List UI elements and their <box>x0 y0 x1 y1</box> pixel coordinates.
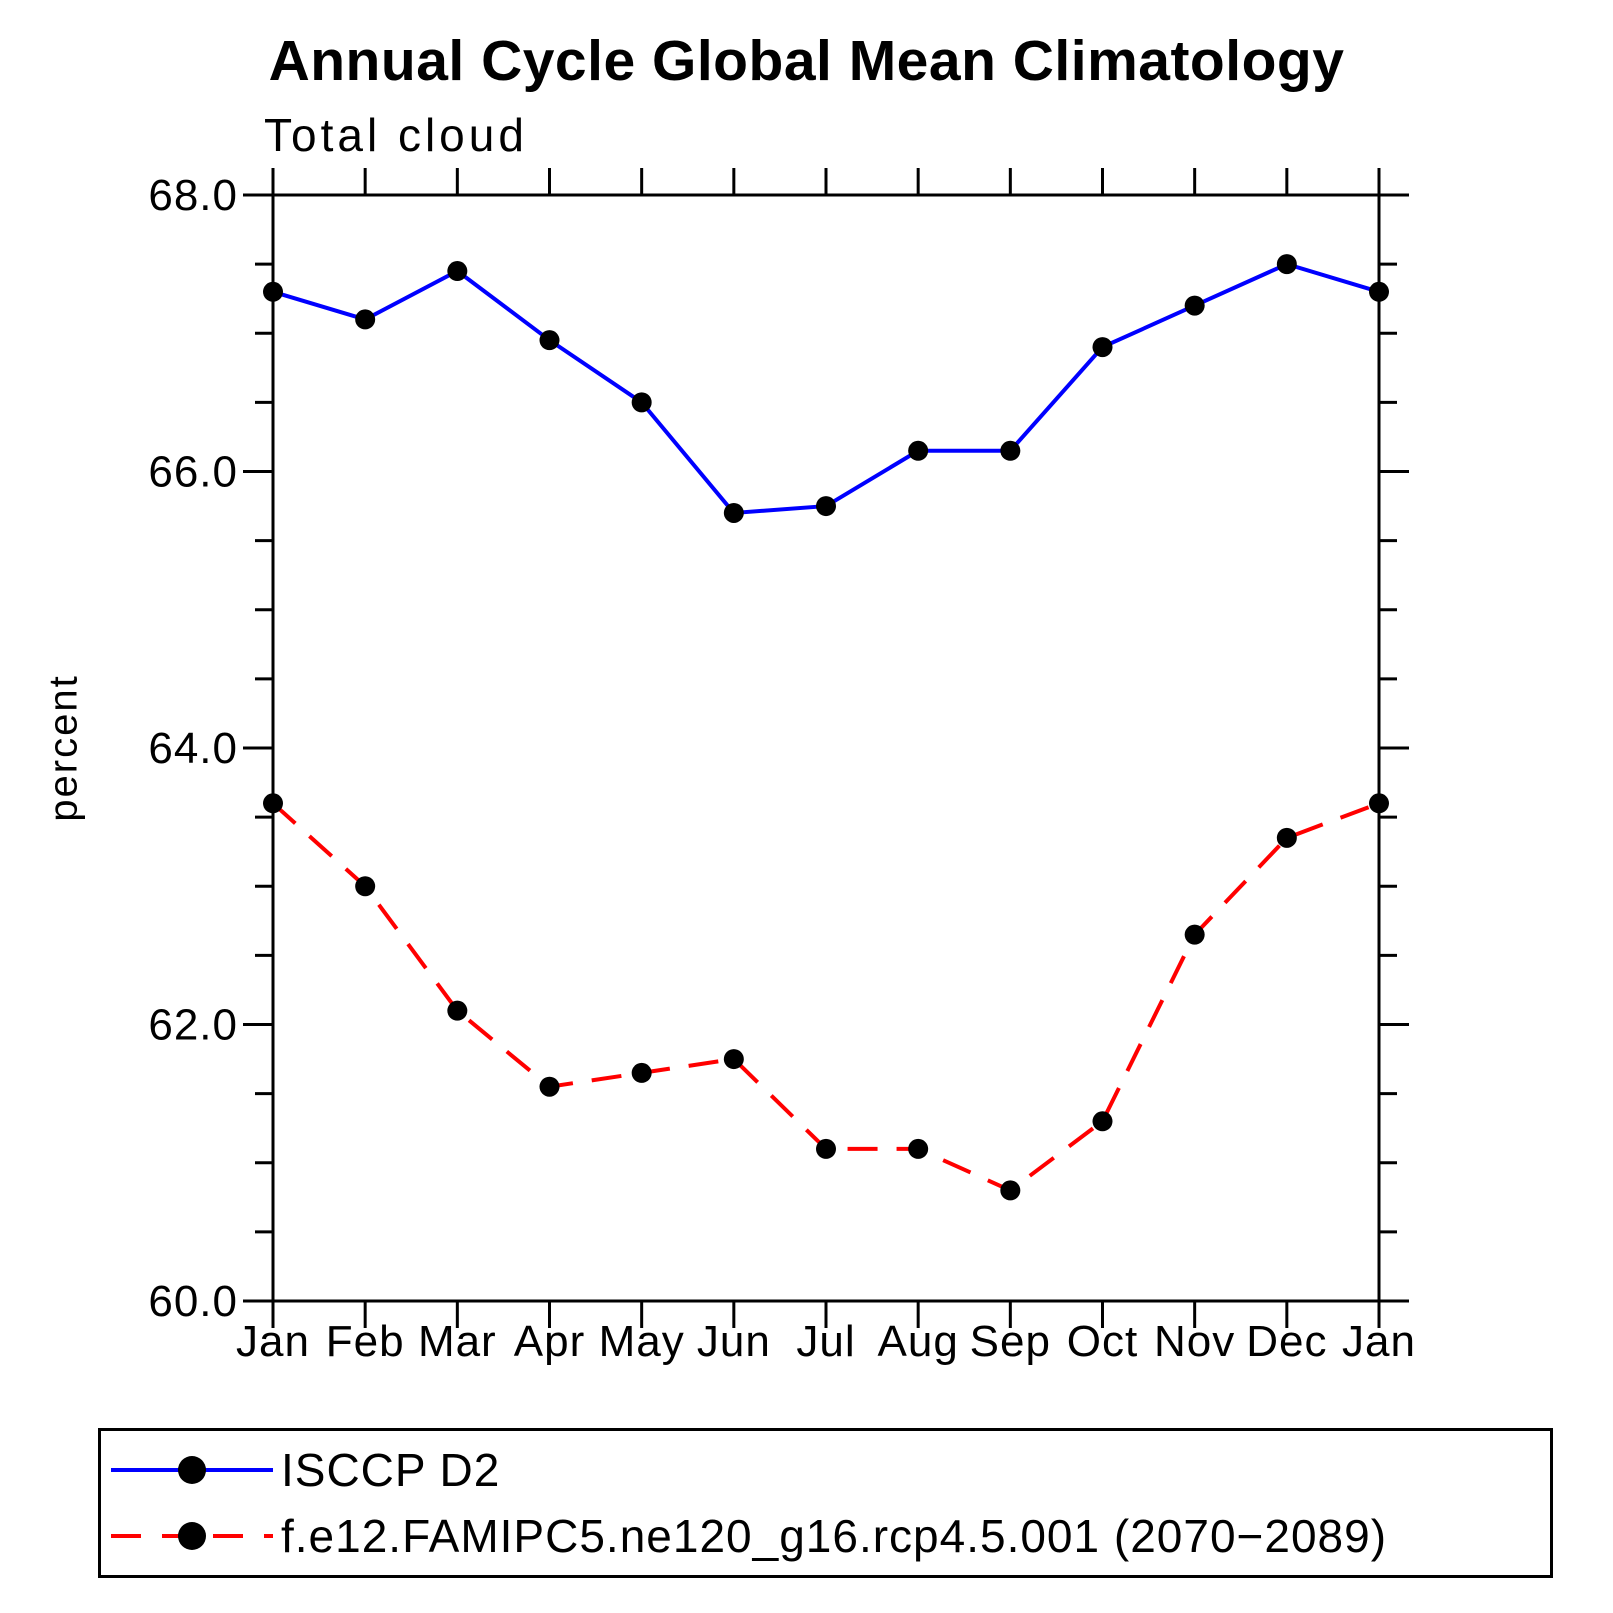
x-tick-label: Dec <box>1246 1317 1327 1366</box>
data-point-series0 <box>816 496 836 517</box>
legend-item-isccp: ISCCP D2 <box>109 1443 1550 1497</box>
data-point-series0 <box>723 502 744 523</box>
legend-label-series1: ISCCP D2 <box>281 1444 501 1496</box>
data-point-series0 <box>1276 254 1297 275</box>
legend-line-solid-icon <box>111 1456 273 1484</box>
data-point-series0 <box>539 330 560 351</box>
x-tick-label: Oct <box>1067 1317 1138 1366</box>
data-point-series1 <box>816 1138 836 1159</box>
legend-line-dashed-icon <box>111 1522 273 1550</box>
chart-title: Annual Cycle Global Mean Climatology <box>268 29 1345 93</box>
x-tick-label: Jun <box>697 1317 771 1366</box>
data-point-series1 <box>631 1062 652 1083</box>
x-tick-label: Jan <box>1342 1317 1416 1366</box>
data-point-series1 <box>447 1000 468 1021</box>
data-point-series0 <box>263 281 283 302</box>
legend: ISCCP D2 f.e12.FAMIPC5.ne120_g16.rcp4.5.… <box>98 1428 1553 1578</box>
x-tick-label: Mar <box>418 1317 497 1366</box>
legend-label-series2: f.e12.FAMIPC5.ne120_g16.rcp4.5.001 (2070… <box>281 1510 1388 1562</box>
data-point-series1 <box>263 793 283 814</box>
data-point-series0 <box>355 309 376 330</box>
x-tick-label: Jan <box>236 1317 310 1366</box>
data-point-series1 <box>723 1049 744 1070</box>
data-point-series0 <box>1092 337 1113 358</box>
x-tick-label: Aug <box>878 1317 959 1366</box>
data-point-series1 <box>539 1076 560 1097</box>
plot-frame <box>271 193 1381 1303</box>
x-tick-label: Jul <box>796 1317 855 1366</box>
data-point-series0 <box>631 392 652 413</box>
data-point-series0 <box>1184 295 1205 316</box>
data-point-series1 <box>1369 793 1389 814</box>
data-point-series0 <box>1000 440 1021 461</box>
x-tick-label: Sep <box>970 1317 1051 1366</box>
data-point-series1 <box>908 1138 929 1159</box>
data-point-series1 <box>1092 1111 1113 1132</box>
y-tick-label: 66.0 <box>148 448 238 497</box>
legend-item-model: f.e12.FAMIPC5.ne120_g16.rcp4.5.001 (2070… <box>109 1509 1550 1563</box>
series-line-0 <box>272 261 1380 516</box>
data-point-series0 <box>908 440 929 461</box>
data-point-series1 <box>1184 924 1205 945</box>
y-tick-label: 64.0 <box>148 724 238 773</box>
legend-sample-marker <box>178 1522 206 1550</box>
chart-subtitle: Total cloud <box>264 109 528 161</box>
y-tick-label: 60.0 <box>148 1277 238 1326</box>
x-tick-label: May <box>599 1317 685 1366</box>
data-point-series1 <box>1000 1180 1021 1201</box>
data-point-series1 <box>1276 827 1297 848</box>
legend-sample-marker <box>178 1456 206 1484</box>
y-tick-label: 68.0 <box>148 171 238 220</box>
x-tick-label: Feb <box>326 1317 405 1366</box>
x-tick-label: Apr <box>514 1317 585 1366</box>
y-tick-label: 62.0 <box>148 1001 238 1050</box>
data-point-series0 <box>1369 281 1389 302</box>
data-point-series0 <box>447 261 468 282</box>
x-tick-label: Nov <box>1154 1317 1235 1366</box>
series-line-1 <box>271 801 1380 1193</box>
data-point-series1 <box>355 876 376 897</box>
